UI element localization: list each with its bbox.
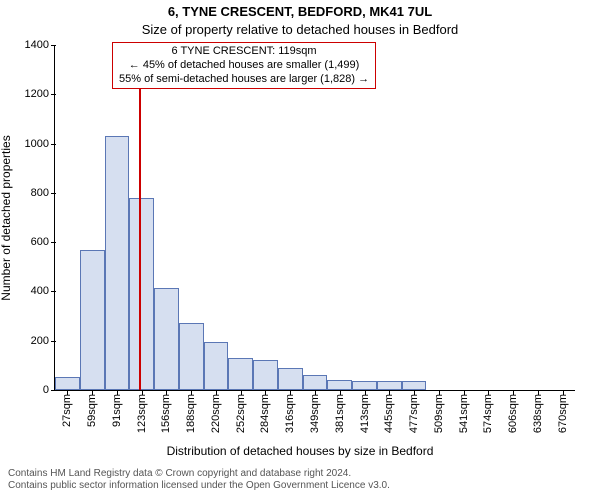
x-tick: 188sqm <box>185 390 197 433</box>
plot-area: Number of detached properties 0200400600… <box>54 45 575 391</box>
x-tick: 381sqm <box>334 390 346 433</box>
x-tick: 284sqm <box>259 390 271 433</box>
y-tick: 400 <box>31 285 55 297</box>
bar <box>80 250 105 390</box>
x-tick: 541sqm <box>458 390 470 433</box>
x-tick: 670sqm <box>557 390 569 433</box>
y-tick: 1000 <box>25 138 55 150</box>
bar <box>352 381 377 390</box>
bar <box>327 380 352 390</box>
x-tick: 445sqm <box>383 390 395 433</box>
footer-attribution: Contains HM Land Registry data © Crown c… <box>8 468 390 492</box>
x-tick: 252sqm <box>235 390 247 433</box>
x-axis-label: Distribution of detached houses by size … <box>0 444 600 458</box>
x-tick: 156sqm <box>160 390 172 433</box>
bar <box>55 377 80 390</box>
x-tick: 638sqm <box>532 390 544 433</box>
chart-title-line2: Size of property relative to detached ho… <box>0 22 600 37</box>
bar <box>204 342 229 390</box>
x-tick: 91sqm <box>111 390 123 427</box>
chart-container: 6, TYNE CRESCENT, BEDFORD, MK41 7UL Size… <box>0 0 600 500</box>
y-tick: 800 <box>31 187 55 199</box>
x-tick: 59sqm <box>86 390 98 427</box>
x-tick: 413sqm <box>359 390 371 433</box>
y-tick: 600 <box>31 236 55 248</box>
bar <box>129 198 154 390</box>
bar <box>105 136 130 390</box>
bar <box>228 358 253 390</box>
x-tick: 574sqm <box>482 390 494 433</box>
bars-group <box>55 45 575 390</box>
y-tick: 0 <box>43 384 55 396</box>
y-tick: 1400 <box>25 39 55 51</box>
x-tick: 27sqm <box>61 390 73 427</box>
annotation-line: 55% of semi-detached houses are larger (… <box>119 73 369 87</box>
annotation-line: ← 45% of detached houses are smaller (1,… <box>119 59 369 73</box>
x-tick: 509sqm <box>433 390 445 433</box>
bar <box>179 323 204 390</box>
bar <box>278 368 303 390</box>
annotation-line: 6 TYNE CRESCENT: 119sqm <box>119 45 369 59</box>
bar <box>402 381 427 390</box>
y-axis-label: Number of detached properties <box>0 135 13 300</box>
bar <box>253 360 278 390</box>
x-tick: 349sqm <box>309 390 321 433</box>
annotation-box: 6 TYNE CRESCENT: 119sqm← 45% of detached… <box>112 42 376 89</box>
x-tick: 316sqm <box>284 390 296 433</box>
x-tick: 220sqm <box>210 390 222 433</box>
x-tick: 606sqm <box>507 390 519 433</box>
chart-title-line1: 6, TYNE CRESCENT, BEDFORD, MK41 7UL <box>0 4 600 19</box>
bar <box>377 381 402 390</box>
bar <box>154 288 179 390</box>
x-tick: 477sqm <box>408 390 420 433</box>
y-tick: 200 <box>31 335 55 347</box>
footer-line: Contains public sector information licen… <box>8 480 390 492</box>
footer-line: Contains HM Land Registry data © Crown c… <box>8 468 390 480</box>
bar <box>303 375 328 390</box>
reference-line <box>139 45 141 390</box>
x-tick: 123sqm <box>136 390 148 433</box>
y-tick: 1200 <box>25 88 55 100</box>
